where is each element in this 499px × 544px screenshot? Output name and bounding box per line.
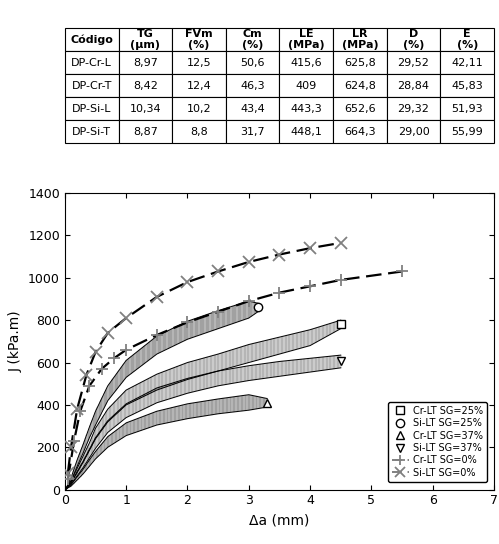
Legend: Cr-LT SG=25%, Si-LT SG=25%, Cr-LT SG=37%, Si-LT SG=37%, Cr-LT SG=0%, Si-LT SG=0%: Cr-LT SG=25%, Si-LT SG=25%, Cr-LT SG=37%… xyxy=(388,402,487,482)
Y-axis label: J (kPa.m): J (kPa.m) xyxy=(8,311,22,372)
X-axis label: Δa (mm): Δa (mm) xyxy=(250,513,309,527)
